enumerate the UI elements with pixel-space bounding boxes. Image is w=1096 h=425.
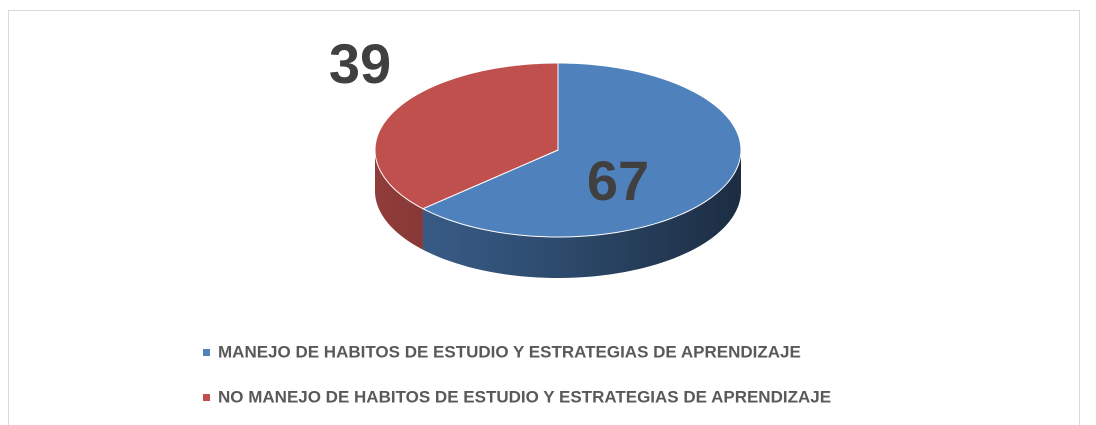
- legend-label: MANEJO DE HABITOS DE ESTUDIO Y ESTRATEGI…: [218, 342, 801, 361]
- legend-swatch: [203, 394, 210, 401]
- slice: [421, 62, 742, 238]
- slice-side: [375, 150, 423, 250]
- legend-swatch: [203, 349, 210, 356]
- value-label: 39: [329, 32, 391, 95]
- slice: [374, 62, 559, 210]
- legend-label: NO MANEJO DE HABITOS DE ESTUDIO Y ESTRAT…: [218, 387, 831, 406]
- slice-side: [422, 150, 741, 278]
- value-label: 67: [587, 149, 649, 212]
